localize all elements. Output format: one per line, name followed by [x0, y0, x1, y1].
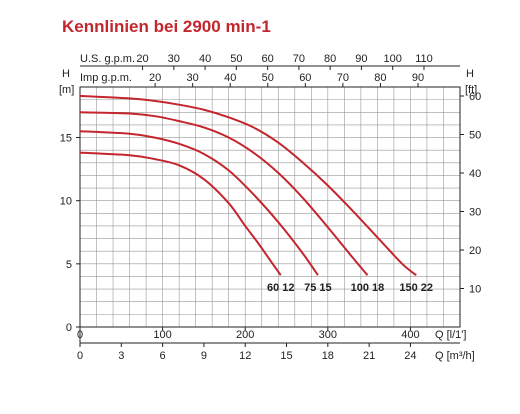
x-bottom-m3h-tick-label: 12 [239, 350, 251, 362]
y-left-tick-label: 5 [66, 259, 72, 271]
curve-100-18 [79, 111, 369, 276]
y-right-tick-label: 50 [469, 129, 481, 141]
x-bottom-m3h-axis-label: Q [m³/h] [435, 350, 475, 362]
x-top-impgpm-tick-label: 90 [412, 72, 424, 84]
plot-frame [79, 86, 461, 328]
x-top-usgpm-tick-label: 70 [293, 53, 305, 65]
x-bottom-m3h-tick-label: 24 [404, 350, 416, 362]
x-bottom-lmin-tick-label: 200 [236, 329, 254, 341]
curve-150-22 [79, 94, 417, 276]
x-top-impgpm-tick-label: 30 [187, 72, 199, 84]
x-bottom-m3h-tick-label: 15 [280, 350, 292, 362]
x-top-impgpm-tick-label: 40 [224, 72, 236, 84]
y-right-tick-label: 30 [469, 206, 481, 218]
x-bottom-lmin-tick-label: 100 [153, 329, 171, 341]
y-left-tick-label: 10 [60, 196, 72, 208]
x-top-usgpm-tick-label: 30 [168, 53, 180, 65]
x-top-impgpm-tick-label: 20 [149, 72, 161, 84]
x-bottom-m3h-tick-label: 21 [363, 350, 375, 362]
y-left-axis-unit: [m] [59, 84, 74, 96]
x-bottom-lmin-tick-label: 0 [77, 329, 83, 341]
x-top-usgpm-tick-label: 80 [324, 53, 336, 65]
y-right-tick-label: 10 [469, 283, 481, 295]
curve-label-150-22: 150 22 [399, 282, 433, 294]
x-bottom-lmin-axis-label: Q [l/1'] [435, 329, 466, 341]
x-top-usgpm-tick-label: 90 [355, 53, 367, 65]
x-bottom-m3h-tick-label: 0 [77, 350, 83, 362]
x-top-usgpm-tick-label: 100 [384, 53, 402, 65]
y-left-tick-label: 15 [60, 133, 72, 145]
chart-title: Kennlinien bei 2900 min-1 [62, 17, 271, 36]
x-top-impgpm-axis-label: Imp g.p.m. [80, 72, 132, 84]
labels: 60 12 75 15 100 18 150 22 [267, 282, 433, 294]
x-bottom-lmin-tick-label: 400 [401, 329, 419, 341]
x-top-usgpm-tick-label: 50 [230, 53, 242, 65]
curve-label-75-15: 75 15 [304, 282, 332, 294]
x-bottom-lmin-tick-label: 300 [319, 329, 337, 341]
x-top-impgpm-tick-label: 80 [374, 72, 386, 84]
y-right-tick-label: 20 [469, 245, 481, 257]
x-top-impgpm-tick-label: 50 [262, 72, 274, 84]
curve-60-12 [79, 151, 282, 276]
curve-label-100-18: 100 18 [351, 282, 385, 294]
x-top-usgpm-tick-label: 110 [415, 53, 433, 65]
x-bottom-m3h-tick-label: 18 [322, 350, 334, 362]
y-left-axis-label: H [62, 68, 70, 80]
x-bottom-m3h-tick-label: 3 [118, 350, 124, 362]
x-bottom-m3h-tick-label: 9 [201, 350, 207, 362]
x-top-usgpm-axis-label: U.S. g.p.m. [80, 53, 135, 65]
y-right-axis-label: H [466, 68, 474, 80]
x-top-usgpm-tick-label: 60 [261, 53, 273, 65]
grid [80, 87, 460, 327]
x-top-usgpm-tick-label: 20 [136, 53, 148, 65]
curve-75-15 [79, 130, 319, 276]
curve-label-60-12: 60 12 [267, 282, 295, 294]
y-right-tick-label: 40 [469, 168, 481, 180]
y-right-axis-unit: [ft] [465, 84, 477, 96]
x-top-usgpm-tick-label: 40 [199, 53, 211, 65]
y-left-tick-label: 0 [66, 322, 72, 334]
x-top-impgpm-tick-label: 60 [299, 72, 311, 84]
curves [79, 94, 417, 276]
y-right-tick-label: 60 [469, 91, 481, 103]
x-bottom-m3h-tick-label: 6 [160, 350, 166, 362]
x-top-impgpm-tick-label: 70 [337, 72, 349, 84]
